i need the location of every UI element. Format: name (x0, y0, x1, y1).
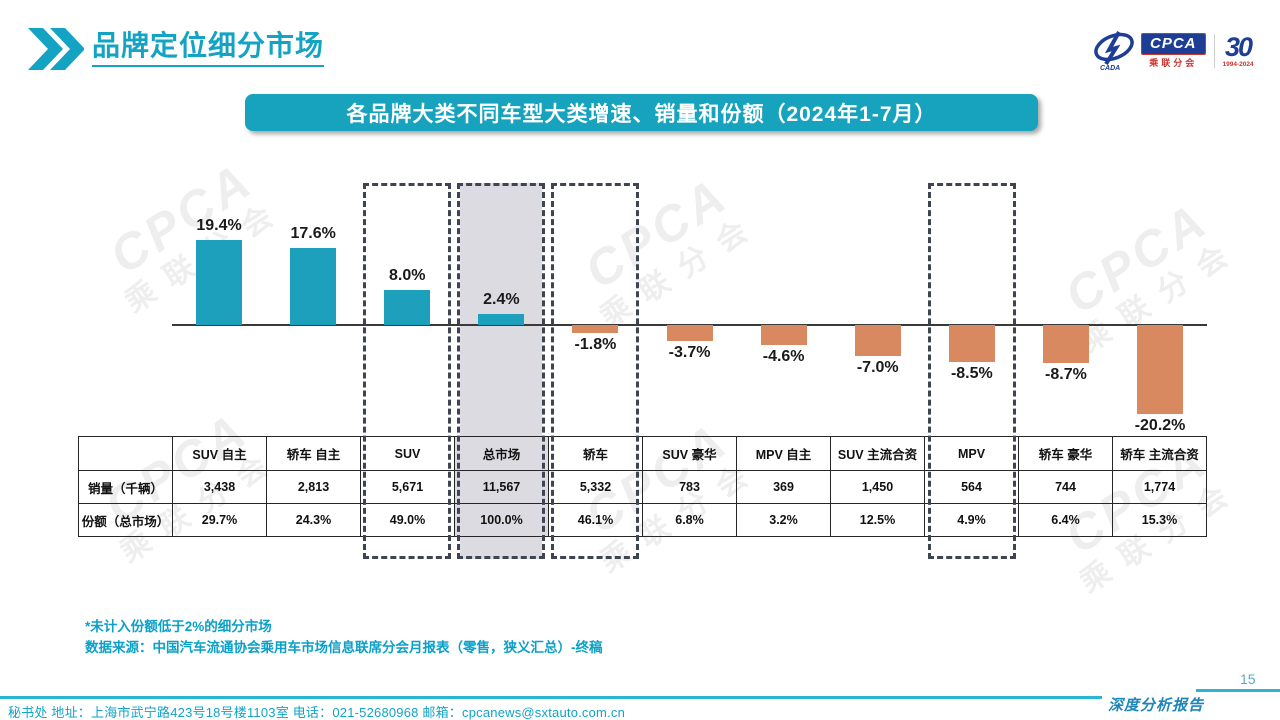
table-sales-row-cell-总市场: 11,567 (454, 470, 549, 504)
footnote-2: 数据来源：中国汽车流通协会乘用车市场信息联席分会月报表（零售，狭义汇总）-终稿 (85, 640, 603, 655)
bar-label-MPV: -8.5% (950, 365, 993, 383)
bar-label-轿车 自主: 17.6% (290, 224, 336, 242)
double-chevron-icon (28, 28, 84, 70)
table-sales-row-cell-轿车 自主: 2,813 (266, 470, 361, 504)
cpca-subtitle: 乘联分会 (1149, 58, 1198, 68)
page-number: 15 (1240, 671, 1256, 687)
table-sales-row-cell-轿车 主流合资: 1,774 (1112, 470, 1207, 504)
table-header-row-cell-SUV 豪华: SUV 豪华 (642, 436, 737, 471)
table-header-row-label (78, 436, 173, 471)
bar-label-总市场: 2.4% (483, 291, 520, 309)
table-header-row: SUV 自主 轿车 自主 SUV 总市场 轿车 SUV 豪华 MPV 自主 SUV 主流合资 M… (78, 436, 1207, 471)
bar-轿车 豪华 (1042, 325, 1089, 364)
bar-label-SUV 豪华: -3.7% (668, 344, 711, 362)
bar-label-SUV 主流合资: -7.0% (856, 358, 899, 376)
bar-MPV (948, 325, 995, 363)
table-header-row-cell-MPV 自主: MPV 自主 (736, 436, 831, 471)
table-share-row-cell-轿车 豪华: 6.4% (1018, 503, 1113, 537)
table-header-row-cell-SUV: SUV (360, 436, 455, 471)
table-sales-row-cell-SUV 豪华: 783 (642, 470, 737, 504)
anniversary-30-logo: 30 1994-2024 (1222, 31, 1254, 68)
table-header-row-cell-轿车 豪华: 轿车 豪华 (1018, 436, 1113, 471)
footnote-1: *未计入份额低于2%的细分市场 (85, 619, 272, 634)
table-header-row-cell-SUV 自主: SUV 自主 (172, 436, 267, 471)
table-share-row-cell-SUV: 49.0% (360, 503, 455, 537)
footer-rule-right (1196, 689, 1280, 692)
bar-SUV 豪华 (666, 325, 713, 342)
table-sales-row-cell-SUV 自主: 3,438 (172, 470, 267, 504)
svg-text:CADA: CADA (1100, 65, 1120, 72)
table-share-row-cell-SUV 主流合资: 12.5% (830, 503, 925, 537)
bar-label-轿车 主流合资: -20.2% (1134, 416, 1186, 434)
bar-SUV 自主 (196, 239, 243, 325)
table-sales-row-cell-MPV 自主: 369 (736, 470, 831, 504)
bar-SUV (384, 289, 431, 325)
table-sales-row-cell-SUV 主流合资: 1,450 (830, 470, 925, 504)
table-header-row-cell-SUV 主流合资: SUV 主流合资 (830, 436, 925, 471)
table-header-row-cell-轿车: 轿车 (548, 436, 643, 471)
table-header-row-cell-轿车 自主: 轿车 自主 (266, 436, 361, 471)
chart-title-banner: 各品牌大类不同车型大类增速、销量和份额（2024年1-7月） (245, 94, 1038, 131)
table-share-row-cell-MPV: 4.9% (924, 503, 1019, 537)
bar-轿车 自主 (290, 247, 337, 325)
report-label: 深度分析报告 (1108, 698, 1205, 714)
footer-secretariat: 秘书处 地址：上海市武宁路423号18号楼1103室 电话：021-526809… (8, 705, 626, 720)
table-sales-row-cell-SUV: 5,671 (360, 470, 455, 504)
table-share-row-cell-轿车 自主: 24.3% (266, 503, 361, 537)
header: 品牌定位细分市场 (28, 28, 325, 70)
table-sales-row: 销量（千辆） 3,438 2,813 5,671 11,567 5,332 783 369 1,… (78, 470, 1207, 504)
table-sales-row-cell-轿车 豪华: 744 (1018, 470, 1113, 504)
bar-总市场 (478, 314, 525, 325)
table-header-row-cell-MPV: MPV (924, 436, 1019, 471)
bar-轿车 (572, 325, 619, 333)
data-table: SUV 自主 轿车 自主 SUV 总市场 轿车 SUV 豪华 MPV 自主 SUV 主流合资 M… (78, 436, 1207, 537)
logo-divider (1213, 34, 1215, 68)
page-title: 品牌定位细分市场 (92, 30, 325, 68)
footnotes: *未计入份额低于2%的细分市场 数据来源：中国汽车流通协会乘用车市场信息联席分会… (85, 616, 603, 658)
table-share-row-cell-轿车 主流合资: 15.3% (1112, 503, 1207, 537)
footer-rule-left (0, 696, 1102, 699)
table-share-row-cell-SUV 豪华: 6.8% (642, 503, 737, 537)
cpca-logo: CADA CPCA 乘联分会 30 1994-2024 (1092, 28, 1262, 74)
table-share-row-cell-总市场: 100.0% (454, 503, 549, 537)
table-share-row: 份额（总市场） 29.7% 24.3% 49.0% 100.0% 46.1% 6.8% 3.2… (78, 503, 1207, 537)
bar-label-轿车 豪华: -8.7% (1045, 366, 1087, 384)
bar-label-SUV 自主: 19.4% (196, 216, 242, 234)
table-sales-row-cell-MPV: 564 (924, 470, 1019, 504)
bar-SUV 主流合资 (854, 325, 901, 356)
cpca-wordmark: CPCA (1141, 33, 1206, 55)
cpca-swoosh-icon: CADA (1094, 31, 1134, 72)
table-header-row-cell-轿车 主流合资: 轿车 主流合资 (1112, 436, 1207, 471)
table-sales-row-cell-轿车: 5,332 (548, 470, 643, 504)
bar-轿车 主流合资 (1137, 325, 1184, 414)
table-header-row-cell-总市场: 总市场 (454, 436, 549, 471)
bar-label-MPV 自主: -4.6% (762, 348, 805, 366)
table-sales-row-label: 销量（千辆） (78, 470, 173, 504)
bar-MPV 自主 (760, 325, 807, 346)
bar-label-SUV: 8.0% (389, 266, 426, 284)
table-share-row-cell-SUV 自主: 29.7% (172, 503, 267, 537)
table-share-row-cell-轿车: 46.1% (548, 503, 643, 537)
table-share-row-cell-MPV 自主: 3.2% (736, 503, 831, 537)
bar-label-轿车: -1.8% (574, 335, 617, 353)
table-share-row-label: 份额（总市场） (78, 503, 173, 537)
